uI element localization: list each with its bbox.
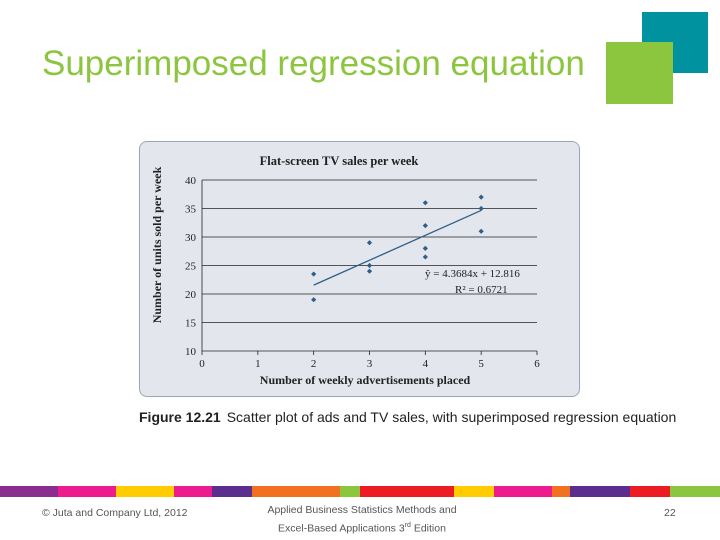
color-bar-segment: [58, 486, 116, 497]
y-tick-label: 15: [185, 318, 197, 330]
data-point: [311, 271, 317, 277]
chart-title: Flat-screen TV sales per week: [260, 154, 419, 168]
data-point: [478, 228, 484, 234]
data-point: [366, 268, 373, 274]
slide-title: Superimposed regression equation: [42, 44, 585, 83]
y-tick-label: 25: [185, 261, 197, 273]
x-tick-label: 0: [199, 358, 205, 370]
figure-caption: Figure 12.21 Scatter plot of ads and TV s…: [139, 409, 676, 425]
color-bar-segment: [252, 486, 340, 497]
color-bar-segment: [552, 486, 570, 497]
x-tick-label: 1: [255, 358, 261, 370]
x-tick-label: 5: [478, 358, 484, 370]
color-bar-segment: [212, 486, 252, 497]
color-bar-segment: [116, 486, 174, 497]
y-tick-label: 10: [185, 346, 197, 358]
y-axis-label: Number of units sold per week: [150, 166, 164, 323]
color-bar-segment: [454, 486, 494, 497]
footer-color-bar: [0, 486, 720, 497]
data-point: [366, 240, 373, 246]
data-point: [422, 254, 428, 260]
regression-equation: ŷ = 4.3684x + 12.816: [425, 268, 520, 280]
data-point: [422, 245, 428, 251]
green-decor-square: [606, 42, 673, 104]
color-bar-segment: [360, 486, 454, 497]
y-tick-label: 30: [185, 232, 197, 244]
color-bar-segment: [174, 486, 212, 497]
color-bar-segment: [670, 486, 720, 497]
caption-text: Scatter plot of ads and TV sales, with s…: [226, 409, 677, 425]
color-bar-segment: [570, 486, 630, 497]
footer-book-title: Applied Business Statistics Methods and …: [262, 503, 462, 537]
color-bar-segment: [340, 486, 360, 497]
x-tick-label: 6: [534, 358, 540, 370]
footer-copyright: © Juta and Company Ltd, 2012: [42, 507, 188, 519]
data-point: [478, 205, 484, 212]
regression-layer: [313, 209, 482, 286]
y-tick-label: 20: [185, 289, 197, 301]
data-point: [422, 223, 428, 229]
scatter-chart: Flat-screen TV sales per week Number of …: [150, 154, 540, 387]
book-line-2: Excel-Based Applications 3: [278, 522, 405, 535]
x-tick-label: 3: [367, 358, 373, 370]
figure-panel: [139, 141, 580, 397]
regression-line: [313, 209, 482, 286]
data-point: [478, 194, 484, 200]
x-tick-label: 4: [423, 358, 429, 370]
data-point: [422, 200, 428, 206]
color-bar-segment: [630, 486, 670, 497]
book-line-2-end: Edition: [410, 522, 446, 535]
data-point: [311, 297, 317, 303]
color-bar-segment: [0, 486, 58, 497]
page-number: 22: [664, 507, 676, 519]
y-tick-label: 40: [185, 175, 197, 187]
book-line-1: Applied Business Statistics Methods and: [267, 504, 457, 516]
r-squared-label: R² = 0.6721: [455, 284, 508, 296]
tick-labels: 10 15 20 25 30 35 40 0 1 2 3 4 5 6: [185, 175, 540, 370]
data-point: [366, 262, 373, 269]
y-tick-label: 35: [185, 204, 197, 216]
book-edition-sup: rd: [404, 522, 411, 529]
x-axis-label: Number of weekly advertisements placed: [260, 373, 471, 387]
x-tick-label: 2: [311, 358, 317, 370]
color-bar-segment: [494, 486, 552, 497]
caption-label: Figure 12.21: [139, 409, 221, 425]
